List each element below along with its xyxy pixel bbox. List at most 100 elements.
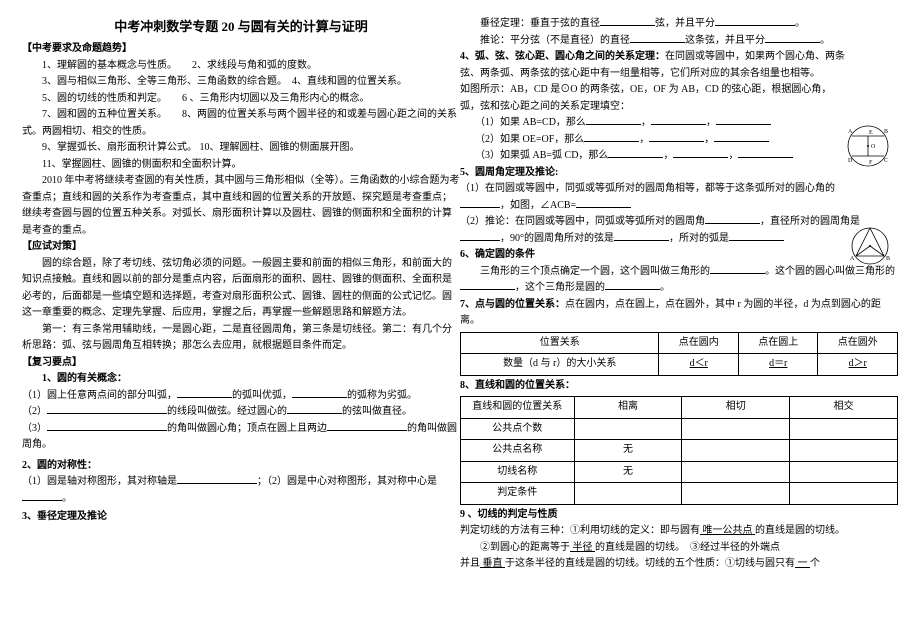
text: （2）如果 OE=OF，那么 bbox=[475, 134, 584, 145]
text: ，这个三角形是圆的 bbox=[515, 282, 605, 293]
text: （3） bbox=[22, 423, 47, 434]
text: 判定切线的方法有三种：①利用切线的定义：即与圆有 bbox=[460, 525, 700, 536]
cell: 点在圆上 bbox=[738, 332, 818, 354]
svg-text:C: C bbox=[868, 226, 872, 228]
sec9-line2: ②到圆心的距离等于 半径 的直线是圆的切线。 ③经过半径的外端点 bbox=[460, 540, 898, 557]
cell bbox=[574, 418, 682, 440]
review-2-1: （1）圆是轴对称图形，其对称轴是；（2）圆是中心对称图形，其对称中心是 bbox=[22, 474, 460, 491]
cell: 相交 bbox=[790, 397, 898, 419]
cell: 切线名称 bbox=[461, 461, 575, 483]
blank bbox=[47, 421, 167, 431]
blank bbox=[576, 198, 631, 208]
cell bbox=[790, 483, 898, 505]
doc-title: 中考冲刺数学专题 20 与圆有关的计算与证明 bbox=[22, 16, 460, 37]
blank bbox=[22, 491, 62, 501]
cell bbox=[682, 461, 790, 483]
svg-text:E: E bbox=[869, 130, 873, 136]
cell: 无 bbox=[574, 440, 682, 462]
blank bbox=[715, 16, 795, 26]
text: ，如图，∠ACB= bbox=[500, 200, 576, 211]
blank bbox=[710, 264, 765, 274]
blank bbox=[177, 388, 232, 398]
review-1-1: （1）圆上任意两点间的部分叫弧，的弧叫优弧，的弧称为劣弧。 bbox=[22, 388, 460, 405]
blank bbox=[47, 404, 167, 414]
blank bbox=[584, 132, 639, 142]
vdiam-line1: 垂径定理：垂直于弦的直径 弦，并且平分 。 bbox=[460, 16, 898, 33]
cell bbox=[682, 440, 790, 462]
text: 。 bbox=[795, 18, 805, 29]
text: （2） bbox=[22, 406, 47, 417]
req-line-6: 11、掌握圆柱、圆锥的侧面积和全面积计算。 bbox=[22, 157, 460, 174]
svg-text:C: C bbox=[884, 158, 888, 164]
svg-text:A: A bbox=[850, 256, 855, 262]
blank bbox=[327, 421, 407, 431]
cell bbox=[790, 461, 898, 483]
cell bbox=[682, 483, 790, 505]
text: ，90°的圆周角所对的弦是 bbox=[500, 233, 614, 244]
cell: 点在圆内 bbox=[659, 332, 739, 354]
text: 的弧叫优弧， bbox=[232, 390, 292, 401]
blank bbox=[738, 148, 793, 158]
right-column: 垂径定理：垂直于弦的直径弦，并且平分。 推论：平分弦（不是直径）的直径这条弦，并… bbox=[460, 16, 898, 621]
section-4-example: 如图所示：AB，CD 是⊙O 的两条弦，OE，OF 为 AB，CD 的弦心距，根… bbox=[460, 82, 898, 115]
text: 垂径定理：垂直于弦的直径 bbox=[480, 18, 600, 29]
heading-7: 7、点与圆的位置关系： bbox=[460, 299, 565, 310]
cell: d＝r bbox=[769, 358, 787, 369]
svg-text:A: A bbox=[848, 129, 853, 135]
cell: 相离 bbox=[574, 397, 682, 419]
blank bbox=[673, 148, 728, 158]
req-line-2: 3、圆与相似三角形、全等三角形、三角函数的综合题。 4、直线和圆的位置关系。 bbox=[22, 74, 460, 91]
blank bbox=[716, 115, 771, 125]
circle-diagram-1: A B E O D C F bbox=[846, 124, 890, 168]
heading-5: 5、圆周角定理及推论: bbox=[460, 165, 898, 182]
table-point-circle: 位置关系 点在圆内 点在圆上 点在圆外 数量（d 与 r）的大小关系 d＜r d… bbox=[460, 332, 898, 376]
text: （1）在同圆或等圆中，同弧或等弧所对的圆周角相等，都等于这条弧所对的圆心角的 bbox=[460, 183, 835, 194]
text: 弦，并且平分 bbox=[655, 18, 715, 29]
blank-filled: 垂直 bbox=[480, 558, 505, 569]
blank bbox=[287, 404, 342, 414]
blank bbox=[460, 198, 500, 208]
sec6-body: 三角形的三个顶点确定一个圆，这个圆叫做三角形的。这个圆的圆心叫做三角形的 bbox=[460, 264, 898, 281]
cell: d＜r bbox=[690, 358, 708, 369]
text: 。这个圆的圆心叫做三角形的 bbox=[765, 266, 895, 277]
blank bbox=[729, 231, 784, 241]
text: （2）推论：在同圆或等圆中，同弧或等弧所对的圆周角 bbox=[460, 216, 705, 227]
blank-filled: 一 bbox=[795, 558, 810, 569]
blank bbox=[765, 33, 820, 43]
text: 推论：平分弦（不是直径）的直径 bbox=[480, 35, 630, 46]
cell: 相切 bbox=[682, 397, 790, 419]
sec6-body2: ，这个三角形是圆的。 bbox=[460, 280, 898, 297]
sec5-2b: ，90°的圆周角所对的弦是，所对的弧是 bbox=[460, 231, 898, 248]
cell: 直线和圆的位置关系 bbox=[461, 397, 575, 419]
cell: 位置关系 bbox=[461, 332, 659, 354]
text: 个 bbox=[810, 558, 820, 569]
blank bbox=[608, 148, 663, 158]
heading-6: 6、确定圆的条件 bbox=[460, 247, 898, 264]
text: 。 bbox=[820, 35, 830, 46]
table-line-circle: 直线和圆的位置关系 相离 相切 相交 公共点个数 公共点名称 无 切线名称 无 … bbox=[460, 396, 898, 505]
sec5-1: （1）在同圆或等圆中，同弧或等弧所对的圆周角相等，都等于这条弧所对的圆心角的 bbox=[460, 181, 898, 198]
review-1-2: （2）的线段叫做弦。经过圆心的的弦叫做直径。 bbox=[22, 404, 460, 421]
text: 。 bbox=[62, 493, 72, 504]
req-line-5: 9、掌握弧长、扇形面积计算公式。 10、理解圆柱、圆锥的侧面展开图。 bbox=[22, 140, 460, 157]
review-3-head: 3、垂径定理及推论 bbox=[22, 509, 460, 526]
req-line-4: 7、圆和圆的五种位置关系。 8、两圆的位置关系与两个圆半径的和或差与圆心距之间的… bbox=[22, 107, 460, 140]
review-2-head: 2、圆的对称性： bbox=[22, 458, 460, 475]
text: ；（2）圆是中心对称图形，其对称中心是 bbox=[257, 476, 437, 487]
review-2-1c: 。 bbox=[22, 491, 460, 508]
svg-text:O: O bbox=[871, 144, 876, 150]
text: 这条弦，并且平分 bbox=[685, 35, 765, 46]
svg-text:B: B bbox=[886, 256, 890, 262]
req-line-1: 1、理解圆的基本概念与性质。 2、求线段与角和弧的度数。 bbox=[22, 58, 460, 75]
text: 的直线是圆的切线。 bbox=[755, 525, 845, 536]
sec4-q3: （3）如果弧 AB=弧 CD，那么，， bbox=[460, 148, 898, 165]
cell: 点在圆外 bbox=[818, 332, 898, 354]
review-1-3: （3）的角叫做圆心角；顶点在圆上且两边的角叫做圆周角。 bbox=[22, 421, 460, 454]
strategy-para-1: 圆的综合题，除了考切线、弦切角必须的问题。一般圆主要和前面的相似三角形，和前面大… bbox=[22, 256, 460, 322]
sec9-line3: 并且 垂直 于这条半径的直线是圆的切线。切线的五个性质：①切线与圆只有 一 个 bbox=[460, 556, 898, 573]
cell bbox=[574, 483, 682, 505]
text: ，直径所对的圆周角是 bbox=[760, 216, 860, 227]
heading-4: 4、弧、弦、弦心距、圆心角之间的关系定理： bbox=[460, 51, 665, 62]
review-1-head: 1、圆的有关概念： bbox=[22, 371, 460, 388]
blank bbox=[177, 474, 257, 484]
